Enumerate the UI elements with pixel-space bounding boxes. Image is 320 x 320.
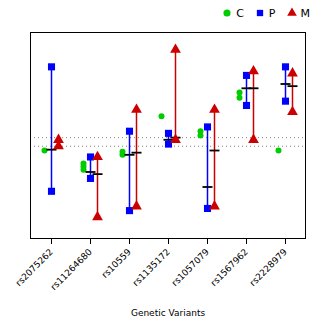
svg-text:rs2075262: rs2075262 — [14, 247, 55, 288]
html-text:P: P — [268, 6, 276, 20]
svg-text:rs2228979: rs2228979 — [248, 247, 290, 289]
svg-text:rs1057079: rs1057079 — [170, 247, 212, 289]
svg-text:rs1135172: rs1135172 — [131, 247, 172, 288]
html-text:C: C — [236, 6, 244, 20]
svg-text:rs11264680: rs11264680 — [49, 247, 95, 293]
svg-text:rs1567962: rs1567962 — [209, 247, 250, 288]
html-text:M: M — [300, 6, 310, 20]
svg-text:rs10559: rs10559 — [100, 247, 133, 280]
svg-text:Genetic Variants: Genetic Variants — [131, 308, 206, 318]
